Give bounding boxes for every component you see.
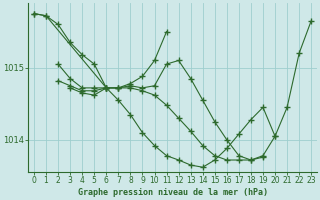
X-axis label: Graphe pression niveau de la mer (hPa): Graphe pression niveau de la mer (hPa) <box>77 188 268 197</box>
